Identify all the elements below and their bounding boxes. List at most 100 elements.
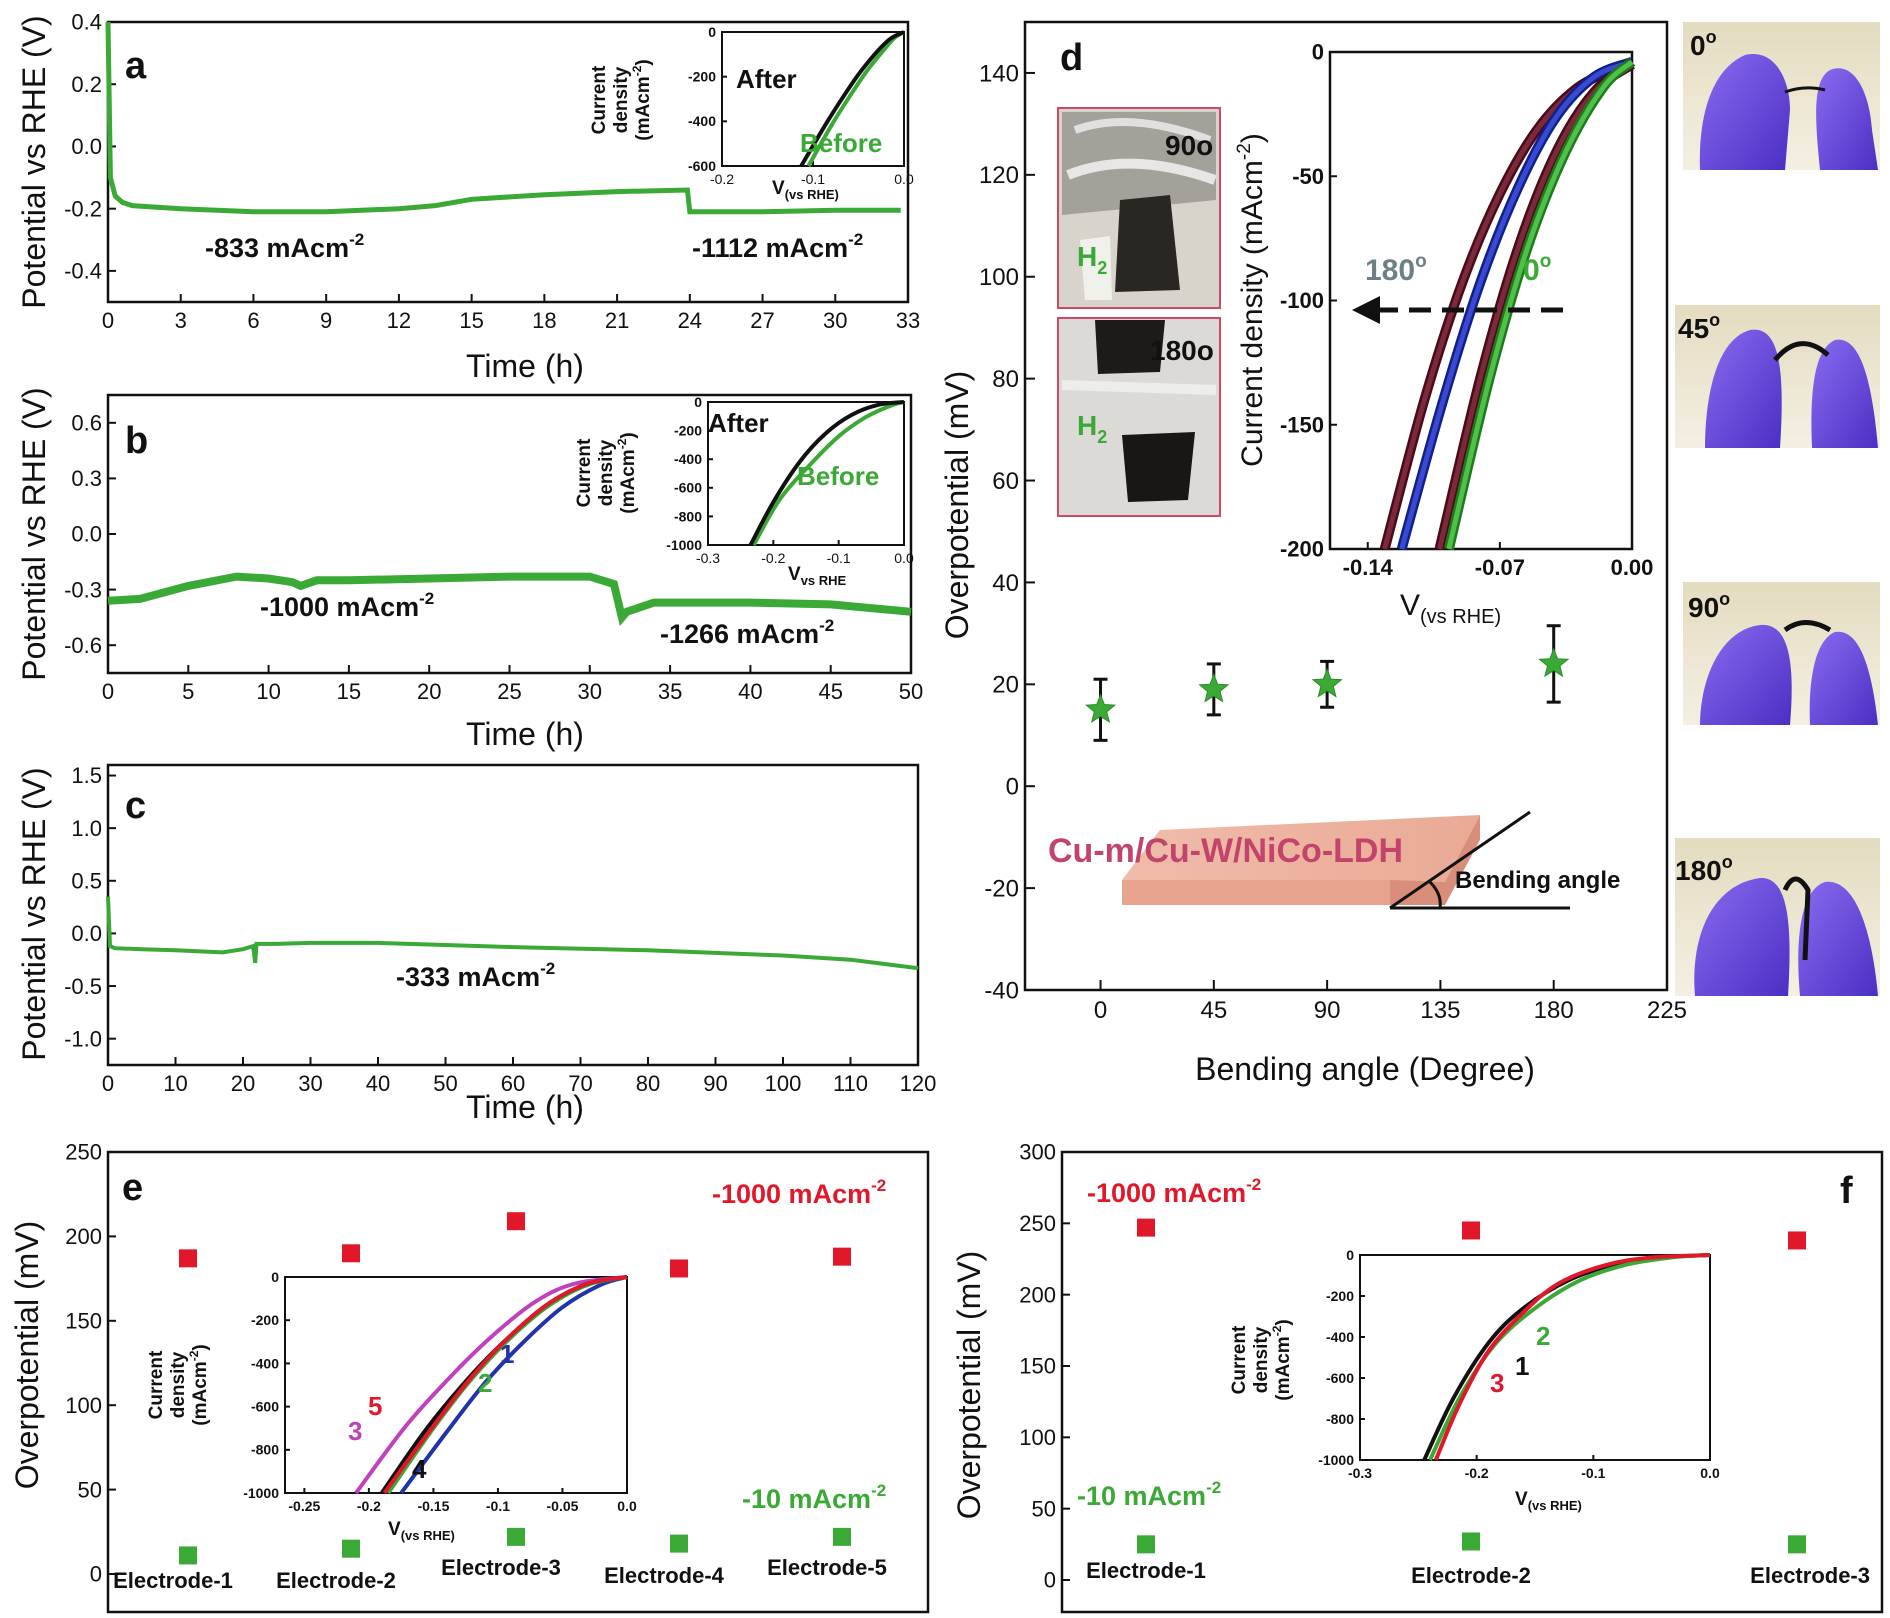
panel-d-inset-label-0: 0o — [1523, 251, 1551, 287]
panel-b-inset-frame — [707, 401, 905, 546]
panel-d-inset: -0.14 -0.07 0.00 0 -50 -100 -150 -200 180o 0o C… — [1234, 40, 1653, 628]
panel-d: 0 45 90 135 180 225 140 120 100 80 60 40 20 0 -20 -40 d… — [939, 20, 1687, 1087]
panel-a-ytick-label-4: -0.4 — [64, 259, 102, 284]
panel-c-ylabel: Potential vs RHE (V) — [16, 767, 52, 1060]
svg-text:density: density — [1251, 1326, 1272, 1393]
panel-f-label-high: -1000 mAcm-2 — [1087, 1175, 1261, 1208]
panel-e-inset-xtick-label-2: -0.15 — [417, 1498, 449, 1514]
panel-d-photo-90: 90o H2 — [1057, 107, 1221, 309]
panel-f-point-low-0 — [1137, 1535, 1155, 1554]
panel-f-inset-xtick-label-3: 0.0 — [1700, 1465, 1720, 1481]
svg-text:Current: Current — [589, 65, 610, 134]
panel-d-ytick-label-9: -40 — [984, 977, 1019, 1004]
panel-d-inset-curve-3 — [1446, 59, 1634, 550]
panel-b-xlabel: Time (h) — [466, 716, 584, 752]
panel-e-inset: -0.25 -0.2 -0.15 -0.1 -0.05 0.0 0 -200 -400 -600 -… — [146, 1269, 637, 1543]
panel-e-point-low-3 — [670, 1534, 688, 1553]
panel-f-ytick-label-4: 100 — [1019, 1425, 1056, 1450]
svg-text:density: density — [596, 439, 617, 506]
panel-b-inset-xtick-label-2: -0.1 — [827, 550, 851, 566]
side-photo-180: 180o — [1675, 838, 1880, 996]
panel-c-xtick-label-8: 80 — [636, 1071, 660, 1096]
panel-d-inset-ytick-label-2: -100 — [1280, 288, 1324, 313]
panel-f-inset-xlabel: V(vs RHE) — [1515, 1489, 1582, 1513]
panel-e-inset-xtick-label-3: -0.1 — [486, 1498, 510, 1514]
panel-d-photo-90-label: 90o — [1165, 130, 1213, 161]
panel-a-ytick-label-0: 0.4 — [71, 10, 102, 35]
panel-d-photo-180-h2: H2 — [1077, 410, 1107, 447]
panel-f-ytick-label-3: 150 — [1019, 1354, 1056, 1379]
panel-d-photo-180-label: 180o — [1150, 335, 1214, 366]
panel-e-curve-label-3: 3 — [348, 1416, 362, 1446]
panel-c-ytick-label-3: 0.0 — [71, 921, 102, 946]
panel-b-ytick-label-0: 0.6 — [71, 411, 102, 436]
svg-text:Current: Current — [574, 438, 595, 507]
panel-e-letter: e — [122, 1167, 143, 1209]
panel-a-ytick-label-2: 0.0 — [71, 134, 102, 159]
svg-text:Current: Current — [1229, 1325, 1250, 1394]
panel-c-ytick-label-4: -0.5 — [64, 974, 102, 999]
panel-e-curve-label-5: 5 — [368, 1391, 382, 1421]
panel-c-xtick-label-4: 40 — [366, 1071, 390, 1096]
panel-f-points — [1137, 1218, 1806, 1554]
panel-b-ytick-label-3: -0.3 — [64, 577, 102, 602]
panel-b-inset-before-label: Before — [797, 461, 879, 491]
svg-text:(mAcm-2): (mAcm-2) — [630, 59, 654, 140]
panel-a-ytick-label-3: -0.2 — [64, 196, 102, 221]
panel-e-point-low-1 — [342, 1539, 360, 1558]
panel-b-xtick-label-1: 5 — [182, 679, 194, 704]
panel-d-inset-xtick-label-1: -0.07 — [1475, 555, 1525, 580]
panel-e-inset-ytick-label-1: -200 — [251, 1312, 279, 1328]
panel-d-xtick-label-4: 180 — [1534, 997, 1574, 1024]
panel-e-plot-frame — [106, 1150, 930, 1614]
panel-f-inset-ytick-label-3: -600 — [1326, 1370, 1354, 1386]
panel-b-annotation-1: -1000 mAcm-2 — [260, 589, 434, 622]
panel-a-inset-xtick-label-2: 0.0 — [894, 171, 914, 187]
panel-d-letter: d — [1060, 37, 1083, 79]
panel-d-xtick-label-0: 0 — [1094, 997, 1107, 1024]
panel-c-xtick-label-0: 0 — [102, 1071, 114, 1096]
svg-text:(mAcm-2): (mAcm-2) — [1270, 1319, 1294, 1400]
panel-b-ytick-label-4: -0.6 — [64, 633, 102, 658]
panel-a-xtick-label-6: 18 — [532, 308, 556, 333]
panel-a-inset-xlabel: V(vs RHE) — [772, 178, 839, 202]
panel-d-plot-frame — [1023, 20, 1669, 992]
panel-b-xtick-label-0: 0 — [102, 679, 114, 704]
panel-e-ticks: 250 200 150 100 50 0 — [65, 1140, 116, 1587]
panel-e-inset-xtick-label-1: -0.2 — [357, 1498, 381, 1514]
panel-a-xtick-label-0: 0 — [102, 308, 114, 333]
panel-d-star-point-0 — [1085, 693, 1117, 724]
panel-b-xtick-label-10: 50 — [899, 679, 923, 704]
panel-a-inset-xtick-label-1: -0.1 — [801, 171, 825, 187]
panel-e-inset-ytick-label-2: -400 — [251, 1355, 279, 1371]
panel-a-letter: a — [125, 45, 147, 87]
panel-e-point-high-1 — [342, 1244, 360, 1263]
panel-e-inset-ytick-label-0: 0 — [271, 1269, 279, 1285]
panel-a: 0 3 6 9 12 15 18 21 24 27 30 330.40.20.0-0.2-0.4 a … — [16, 10, 920, 384]
panel-c-xtick-label-12: 120 — [900, 1071, 937, 1096]
panel-e-points — [179, 1212, 851, 1565]
panel-f-ytick-label-6: 0 — [1044, 1568, 1056, 1593]
panel-e-ytick-label-2: 150 — [65, 1309, 102, 1334]
panel-f-inset-curve-3 — [1433, 1253, 1711, 1461]
panel-a-annotation-1: -833 mAcm-2 — [205, 230, 364, 263]
panel-d-photo-90-h2: H2 — [1077, 241, 1107, 278]
panel-e-inset-curve-1 — [399, 1275, 628, 1495]
panel-f-electrode-label-1: Electrode-1 — [1086, 1558, 1206, 1583]
panel-c-ytick-label-5: -1.0 — [64, 1026, 102, 1051]
panel-d-xtick-label-1: 45 — [1200, 997, 1227, 1024]
panel-a-xtick-label-5: 15 — [459, 308, 483, 333]
panel-a-inset-ytick-label-2: -400 — [688, 113, 716, 129]
panel-d-star-point-3 — [1538, 647, 1570, 678]
panel-e-curve-label-4: 4 — [412, 1454, 427, 1484]
panel-d-ytick-label-6: 20 — [992, 672, 1019, 699]
side-photo-90: 90o — [1683, 582, 1880, 725]
side-photo-45-label: 45o — [1678, 310, 1720, 344]
panel-b-xtick-label-9: 45 — [818, 679, 842, 704]
panel-f-point-high-0 — [1137, 1218, 1155, 1237]
panel-e-inset-xtick-label-0: -0.25 — [288, 1498, 320, 1514]
panel-f-point-low-2 — [1788, 1535, 1806, 1554]
panel-e-electrode-label-3: Electrode-3 — [441, 1555, 561, 1580]
panel-c-ytick-label-0: 1.5 — [71, 763, 102, 788]
